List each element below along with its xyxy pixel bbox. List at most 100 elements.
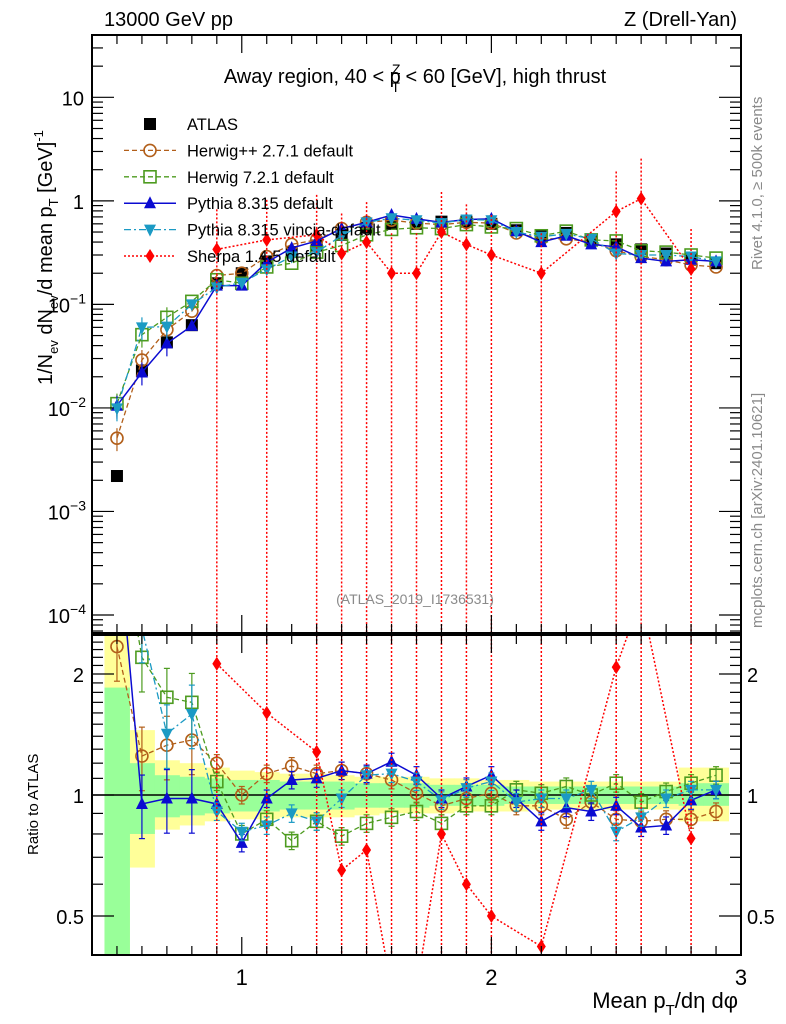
- data-point: [160, 690, 174, 705]
- data-point: [485, 215, 498, 228]
- data-point: [485, 776, 498, 789]
- data-point: [436, 826, 446, 841]
- x-tick-label: 2: [485, 965, 497, 990]
- data-point: [510, 797, 523, 810]
- data-point: [486, 247, 496, 262]
- data-point: [234, 788, 249, 802]
- rivet-version-label: Rivet 4.1.0, ≥ 500k events: [749, 97, 766, 270]
- y-tick-label: 10−2: [48, 394, 86, 421]
- data-point: [359, 816, 374, 831]
- ratio-panel-axes: 0.5 0.5 1 1 2 2 1 2 3: [56, 634, 775, 990]
- data-point: [212, 242, 222, 257]
- legend-item-pythia-8-315-vincia-default: Pythia 8.315 vincia-default: [124, 222, 381, 240]
- data-point: [385, 213, 398, 226]
- y-tick-label: 10−1: [48, 290, 86, 317]
- series-line: [216, 635, 692, 955]
- data-point: [110, 431, 124, 446]
- legend-item-pythia-8-315-default: Pythia 8.315 default: [124, 195, 333, 213]
- data-point: [334, 829, 349, 843]
- data-point: [110, 403, 123, 416]
- data-point: [335, 221, 348, 234]
- ratio-panel-data: [92, 635, 741, 996]
- data-point: [335, 230, 348, 243]
- data-point: [435, 795, 448, 808]
- data-point: [585, 233, 598, 246]
- ratio-y-tick-label: 2: [73, 665, 84, 687]
- data-point: [135, 322, 148, 335]
- legend-label: Pythia 8.315 default: [187, 195, 333, 213]
- series-line: [216, 197, 692, 275]
- data-point: [635, 812, 648, 825]
- data-point: [312, 227, 322, 242]
- y-tick-label: 10−3: [48, 497, 86, 524]
- data-point: [260, 264, 273, 277]
- data-point: [709, 804, 723, 819]
- data-point: [284, 833, 299, 848]
- data-point: [135, 796, 148, 809]
- legend-marker: [145, 249, 155, 263]
- data-point: [310, 771, 323, 784]
- legend-item-herwig-7-2-1-default: Herwig 7.2.1 default: [124, 169, 334, 187]
- analysis-id-label: (ATLAS_2019_I1736531): [336, 591, 494, 607]
- data-point: [285, 241, 298, 254]
- data-point: [235, 277, 248, 290]
- legend-marker: [144, 224, 156, 237]
- data-point: [235, 267, 248, 280]
- data-point: [285, 772, 298, 785]
- data-point: [335, 763, 348, 776]
- data-point: [337, 246, 347, 261]
- data-point: [461, 237, 471, 252]
- data-point: [660, 818, 673, 831]
- legend-label: Herwig++ 2.7.1 default: [187, 142, 353, 160]
- data-point: [410, 215, 423, 228]
- data-point: [536, 266, 546, 281]
- data-point: [235, 835, 248, 848]
- data-point: [684, 812, 698, 827]
- ratio-y-tick-label-right: 1: [747, 786, 758, 808]
- ratio-y-axis-label: Ratio to ATLAS: [25, 754, 42, 855]
- legend-label: Sherpa 1.4.5 default: [187, 248, 336, 266]
- main-panel-data: [110, 158, 723, 633]
- data-point: [710, 256, 723, 269]
- data-point: [686, 831, 696, 846]
- data-point: [412, 266, 421, 281]
- data-point: [660, 793, 673, 806]
- data-point: [110, 470, 123, 483]
- data-point: [185, 709, 198, 722]
- data-point: [212, 656, 222, 671]
- data-point: [262, 232, 272, 247]
- legend: ATLAS Herwig++ 2.7.1 default Herwig 7.2.1 …: [124, 116, 381, 266]
- data-point: [310, 247, 323, 260]
- data-point: [686, 261, 696, 276]
- data-point: [285, 808, 298, 821]
- data-point: [160, 728, 173, 741]
- ratio-y-tick-label: 1: [73, 786, 84, 808]
- data-point: [260, 791, 273, 804]
- legend-item-herwig-2-7-1-default: Herwig++ 2.7.1 default: [124, 142, 353, 160]
- legend-label: Pythia 8.315 vincia-default: [187, 222, 381, 240]
- data-point: [185, 318, 198, 331]
- plot-title: Away region, 40 < pZ T < 60 [GeV], high t…: [224, 61, 607, 95]
- data-point: [609, 776, 623, 790]
- data-point: [560, 228, 573, 241]
- data-point: [410, 776, 423, 789]
- legend-marker: [144, 196, 156, 209]
- data-point: [412, 982, 421, 996]
- data-point: [387, 982, 396, 996]
- series-sherpa-1-4-5-default: [212, 158, 696, 633]
- y-tick-label: 10: [62, 88, 84, 110]
- data-point: [436, 225, 446, 240]
- legend-marker: [143, 143, 157, 158]
- data-point: [685, 784, 698, 797]
- data-point: [710, 784, 723, 797]
- legend-item-atlas: ATLAS: [144, 116, 238, 134]
- data-point: [160, 321, 173, 334]
- data-point: [310, 816, 323, 829]
- data-point: [409, 804, 424, 819]
- data-point: [585, 804, 598, 817]
- header-energy-label: 13000 GeV pp: [104, 9, 233, 31]
- data-point: [185, 299, 198, 312]
- main-y-axis-label: 1/Nev dNev/d mean pT [GeV]-1: [31, 130, 61, 385]
- legend-marker: [143, 170, 157, 184]
